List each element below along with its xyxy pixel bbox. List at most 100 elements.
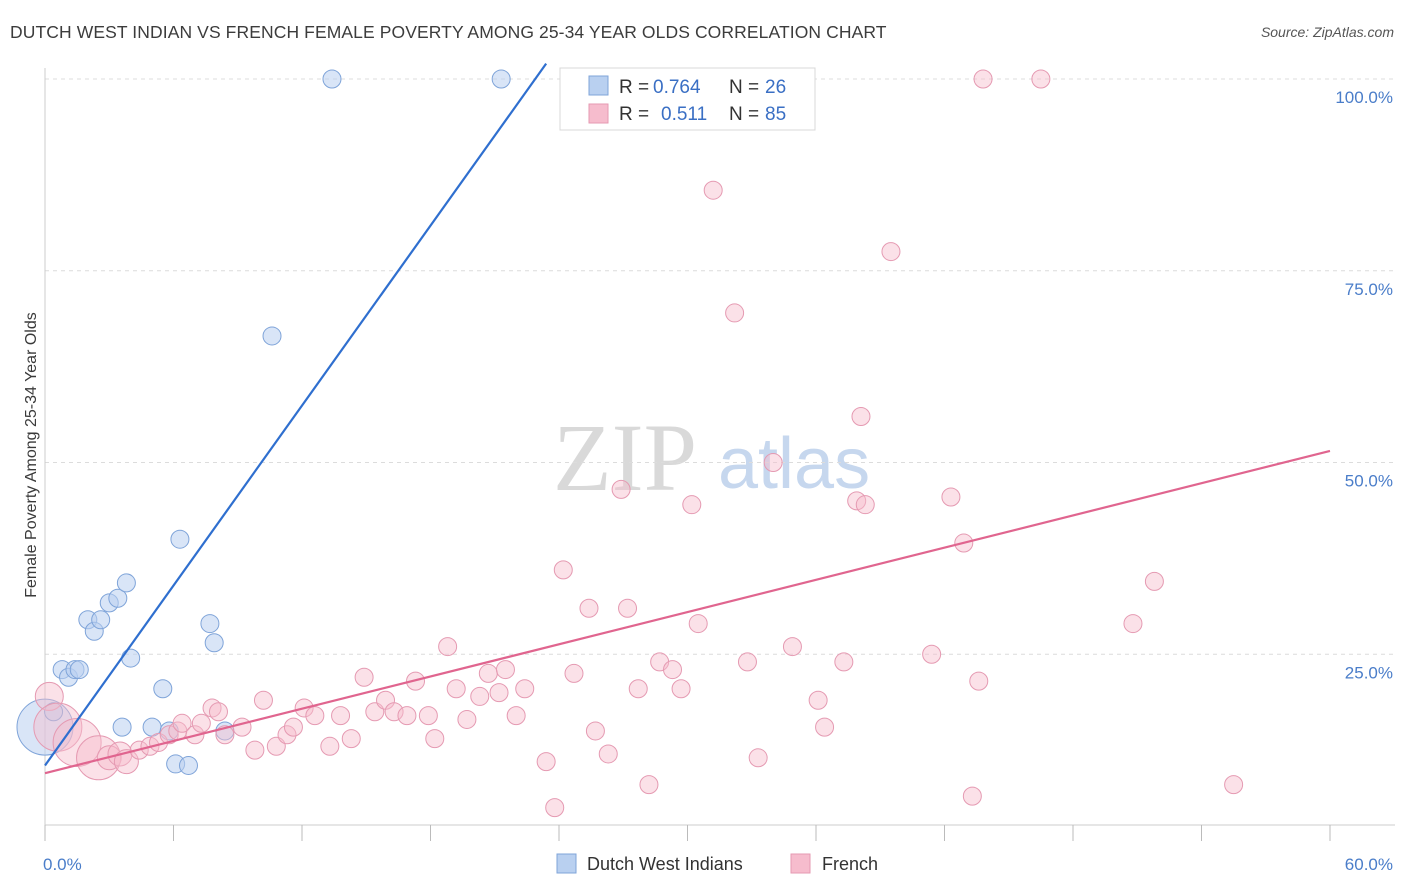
french-point	[277, 725, 297, 745]
trend-lines	[44, 63, 1331, 775]
french-point	[922, 644, 942, 664]
dutch-west-indians-point	[108, 588, 128, 608]
french-point	[1144, 571, 1164, 591]
y-tick-label-75: 75.0%	[1345, 280, 1393, 299]
french-point	[962, 786, 982, 806]
french-point	[973, 69, 993, 89]
french-point	[418, 706, 438, 726]
dutch-west-indians-point	[322, 69, 342, 89]
french-point	[354, 667, 374, 687]
x-tick-label-max: 60.0%	[1345, 855, 1393, 874]
french-point	[172, 713, 192, 733]
french-point	[703, 180, 723, 200]
french-point	[881, 242, 901, 262]
source-label: Source: ZipAtlas.com	[1260, 24, 1394, 40]
dutch-west-indians-point	[91, 610, 111, 630]
french-point	[688, 614, 708, 634]
gridlines: 25.0% 50.0% 75.0% 100.0%	[45, 78, 1395, 682]
legend-swatch-blue	[588, 75, 609, 96]
dutch-west-indians-trend-line	[44, 63, 548, 767]
french-point	[737, 652, 757, 672]
french-point	[969, 671, 989, 691]
french-point	[245, 740, 265, 760]
legend-n-value-2: 85	[765, 104, 786, 125]
legend-n-value-1: 26	[765, 77, 786, 98]
french-point	[553, 560, 573, 580]
legend: R = 0.764 N = 26 R = 0.511 N = 85	[559, 67, 816, 131]
french-point	[397, 706, 417, 726]
french-point	[611, 479, 631, 499]
dutch-west-indians-point	[491, 69, 511, 89]
french-point	[1224, 775, 1244, 795]
y-tick-label-100: 100.0%	[1335, 88, 1393, 107]
french-point	[253, 690, 273, 710]
bottom-legend: Dutch West Indians French	[556, 853, 878, 874]
french-point	[495, 660, 515, 680]
x-tick-label-min: 0.0%	[43, 855, 82, 874]
french-point	[76, 735, 122, 781]
french-point	[748, 748, 768, 768]
french-point	[320, 736, 340, 756]
french-point	[763, 453, 783, 472]
dutch-west-indians-points	[16, 69, 511, 775]
french-point	[851, 406, 871, 426]
bottom-legend-label-dutch: Dutch West Indians	[587, 854, 743, 874]
french-point	[384, 702, 404, 722]
legend-r-value-2: 0.511	[661, 104, 707, 125]
french-point	[585, 721, 605, 741]
french-point	[506, 706, 526, 726]
french-point	[232, 717, 252, 737]
dutch-west-indians-point	[116, 573, 136, 593]
chart-title: DUTCH WEST INDIAN VS FRENCH FEMALE POVER…	[10, 22, 887, 42]
legend-n-label-2: N =	[729, 104, 759, 125]
legend-r-label-2: R =	[619, 104, 649, 125]
french-point	[639, 775, 659, 795]
french-point	[425, 729, 445, 749]
french-point	[457, 709, 477, 729]
french-point	[489, 683, 509, 703]
french-point	[208, 702, 228, 722]
french-point	[682, 495, 702, 515]
dutch-west-indians-point	[204, 633, 224, 653]
french-point	[579, 598, 599, 618]
french-point	[628, 679, 648, 699]
french-point	[478, 663, 498, 683]
french-point	[782, 637, 802, 657]
french-point	[446, 679, 466, 699]
french-point	[564, 663, 584, 683]
french-point	[808, 690, 828, 710]
french-point	[1123, 614, 1143, 634]
french-point	[815, 717, 835, 737]
bottom-legend-swatch-pink	[790, 853, 811, 874]
french-point	[515, 679, 535, 699]
french-point	[618, 598, 638, 618]
french-point	[33, 702, 83, 752]
legend-r-value-1: 0.764	[653, 77, 701, 98]
french-point	[470, 686, 490, 706]
french-point	[545, 798, 565, 818]
legend-swatch-pink	[588, 103, 609, 124]
french-point	[331, 706, 351, 726]
watermark-zip: ZIP	[553, 404, 697, 511]
french-point	[725, 303, 745, 323]
dutch-west-indians-point	[170, 529, 190, 549]
y-tick-label-50: 50.0%	[1345, 472, 1393, 491]
french-point	[305, 706, 325, 726]
dutch-west-indians-point	[200, 614, 220, 634]
french-trend-line	[44, 449, 1331, 775]
french-point	[1031, 69, 1051, 89]
french-point	[598, 744, 618, 764]
legend-r-label-1: R =	[619, 77, 649, 98]
french-point	[341, 729, 361, 749]
dutch-west-indians-point	[153, 679, 173, 699]
french-point	[52, 717, 102, 767]
french-point	[855, 495, 875, 515]
watermark-atlas: atlas	[718, 424, 870, 504]
bottom-legend-swatch-blue	[556, 853, 577, 874]
french-point	[438, 637, 458, 657]
legend-n-label-1: N =	[729, 77, 759, 98]
french-point	[663, 660, 683, 680]
dutch-west-indians-point	[121, 648, 141, 668]
dutch-west-indians-point	[262, 326, 282, 346]
french-point	[191, 713, 211, 733]
